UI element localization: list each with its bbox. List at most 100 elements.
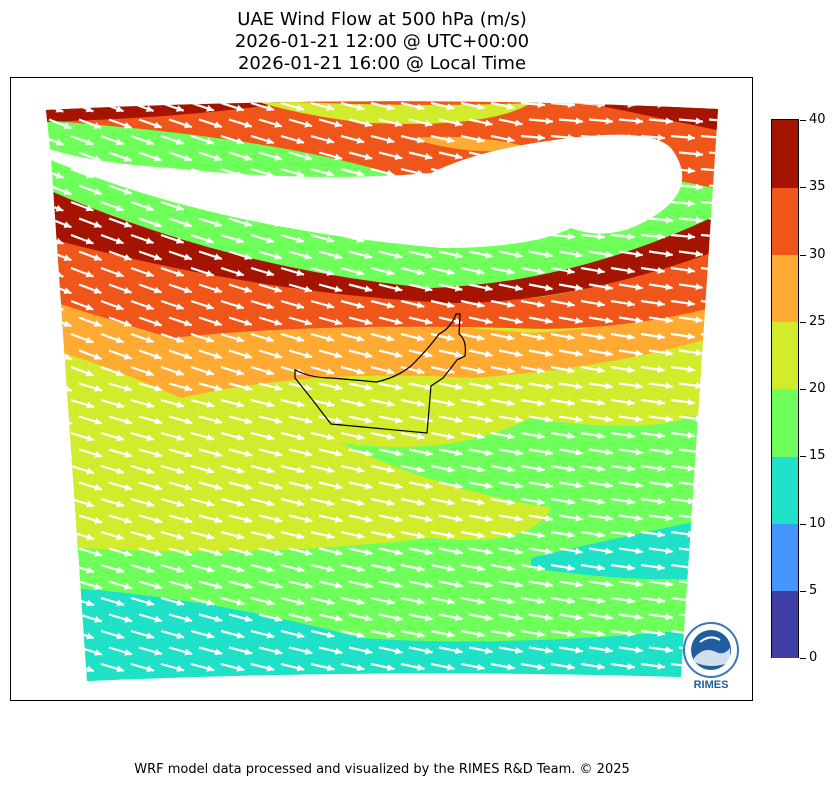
colorbar-tick-mark	[800, 120, 806, 121]
wind-arrow	[701, 367, 725, 370]
colorbar-tick-label: 20	[809, 382, 826, 396]
colorbar-segment	[772, 389, 798, 457]
wind-arrow-head	[687, 597, 694, 604]
wind-arrow	[41, 334, 63, 343]
wind-arrow	[709, 252, 733, 255]
wind-arrow	[709, 351, 733, 354]
wind-arrow	[49, 681, 72, 688]
wind-arrow	[709, 285, 733, 288]
wind-arrow-head	[515, 680, 523, 687]
wind-arrow	[709, 549, 733, 552]
wind-arrow-head	[695, 547, 702, 554]
wind-arrow	[41, 565, 64, 572]
wind-arrow	[41, 433, 64, 440]
wind-arrow-head	[717, 300, 724, 307]
wind-arrow-head	[726, 183, 733, 190]
wind-arrow	[41, 664, 64, 671]
colorbar-tick-label: 25	[809, 315, 826, 329]
colorbar-segment	[772, 590, 798, 658]
wind-arrow-head	[665, 679, 672, 686]
wind-arrow-head	[687, 564, 694, 571]
wind-arrow-head	[717, 399, 724, 406]
wind-arrow-head	[56, 534, 64, 541]
wind-arrow-head	[717, 597, 724, 604]
wind-arrow-head	[56, 600, 64, 607]
wind-arrow-head	[687, 531, 694, 538]
map-frame	[10, 77, 753, 701]
wind-arrow-head	[717, 267, 724, 274]
wind-arrow-head	[718, 134, 725, 141]
colorbar-tick-mark	[800, 658, 806, 659]
colorbar-tick-label: 10	[809, 517, 826, 531]
colorbar-tick-label: 35	[809, 180, 826, 194]
wind-arrow	[701, 103, 725, 105]
wind-arrow-head	[725, 547, 732, 554]
wind-arrow-head	[56, 567, 64, 574]
wind-arrow	[41, 532, 64, 539]
wind-arrow-head	[717, 366, 724, 373]
colorbar-segment	[772, 120, 798, 188]
wind-arrow	[499, 681, 523, 685]
wind-arrow	[709, 450, 733, 453]
wind-arrow	[49, 648, 72, 655]
wind-arrow-head	[726, 216, 733, 223]
wind-arrow-head	[56, 337, 64, 344]
wind-arrow-head	[184, 682, 192, 689]
wind-arrow-head	[395, 681, 403, 688]
colorbar-tick-mark	[800, 456, 806, 457]
logo-text: RIMES	[694, 679, 729, 690]
wind-arrow	[49, 582, 72, 589]
wind-arrow-head	[725, 316, 732, 323]
wind-arrow-head	[688, 101, 695, 108]
utc-time-subtitle: 2026-01-21 12:00 @ UTC+00:00	[0, 31, 764, 53]
wind-arrow	[701, 499, 725, 502]
wind-arrow-head	[717, 498, 724, 505]
rimes-logo: RIMES	[682, 618, 740, 690]
wind-arrow	[701, 598, 725, 601]
wind-arrow	[559, 681, 583, 685]
colorbar-tick-label: 15	[809, 449, 826, 463]
wind-arrow-head	[725, 250, 732, 257]
wind-arrow-head	[154, 682, 162, 689]
wind-arrow	[41, 499, 64, 506]
wind-arrow	[709, 516, 733, 519]
local-time-subtitle: 2026-01-21 16:00 @ Local Time	[0, 53, 764, 75]
colorbar-tick-label: 40	[809, 113, 826, 127]
wind-arrow	[611, 103, 635, 105]
wind-arrow	[169, 681, 192, 687]
wind-arrow-head	[726, 150, 733, 157]
colorbar-segment	[772, 456, 798, 524]
wind-arrow	[139, 681, 162, 688]
wind-arrow-head	[725, 481, 732, 488]
wind-arrow	[49, 483, 72, 490]
colorbar	[771, 119, 799, 658]
wind-arrow	[49, 516, 72, 523]
wind-arrow-head	[305, 681, 313, 688]
wind-arrow	[41, 631, 64, 638]
wind-arrow-head	[275, 681, 283, 688]
wind-arrow-head	[575, 680, 582, 687]
colorbar-tick-mark	[800, 255, 806, 256]
wind-arrow	[289, 681, 312, 687]
wind-arrow-head	[56, 370, 64, 377]
wind-arrow	[709, 582, 733, 585]
wind-arrow	[41, 400, 64, 407]
wind-arrow-head	[64, 484, 72, 491]
wind-arrow	[709, 219, 733, 221]
wind-arrow-head	[64, 451, 72, 458]
wind-arrow-head	[425, 680, 433, 687]
wind-arrow	[709, 318, 733, 321]
colorbar-segment	[772, 254, 798, 322]
wind-arrow-head	[695, 415, 702, 422]
wind-arrow	[379, 681, 402, 686]
wind-arrow	[199, 681, 222, 687]
colorbar-tick-mark	[800, 187, 806, 188]
wind-arrow	[709, 483, 733, 486]
wind-arrow-head	[56, 501, 64, 508]
wind-arrow-head	[455, 680, 463, 687]
wind-arrow-head	[485, 680, 493, 687]
wind-arrow	[701, 466, 725, 469]
wind-arrow	[701, 400, 725, 403]
wind-arrow-head	[64, 583, 72, 590]
wind-arrow	[41, 466, 64, 473]
